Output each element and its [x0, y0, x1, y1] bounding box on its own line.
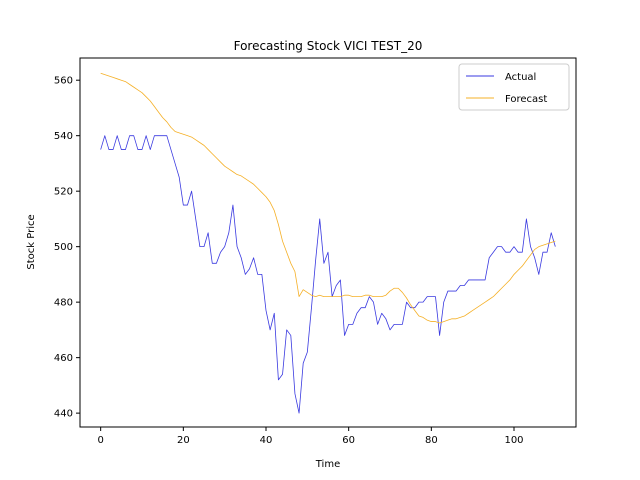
y-tick-label: 480 — [54, 298, 73, 309]
y-tick-label: 460 — [54, 353, 73, 364]
plot-area — [100, 72, 556, 414]
x-axis: 0 20 40 60 80 100 — [97, 427, 524, 446]
y-tick-label: 520 — [54, 187, 73, 198]
y-axis: 440 460 480 500 520 540 560 — [54, 76, 80, 420]
x-tick-label: 60 — [342, 435, 355, 446]
y-tick-label: 440 — [54, 409, 73, 420]
y-tick-label: 500 — [54, 242, 73, 253]
series-line-forecast — [100, 72, 556, 324]
x-tick-label: 100 — [504, 435, 523, 446]
legend: Actual Forecast — [458, 63, 570, 111]
x-tick-label: 0 — [97, 435, 103, 446]
legend-label-actual: Actual — [505, 72, 536, 83]
y-tick-label: 540 — [54, 131, 73, 142]
plot-frame — [79, 57, 577, 428]
x-tick-label: 40 — [260, 435, 273, 446]
series-line-actual — [100, 135, 556, 414]
x-axis-label: Time — [315, 459, 340, 470]
chart-title: Forecasting Stock VICI TEST_20 — [234, 39, 423, 53]
y-tick-label: 560 — [54, 76, 73, 87]
legend-label-forecast: Forecast — [505, 94, 547, 105]
x-tick-label: 20 — [177, 435, 190, 446]
x-tick-label: 80 — [425, 435, 438, 446]
y-axis-label: Stock Price — [26, 214, 37, 269]
